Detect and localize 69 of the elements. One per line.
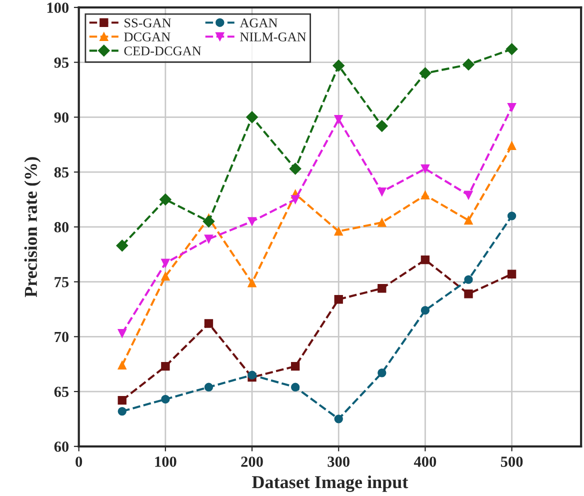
x-tick-label: 100 xyxy=(155,456,176,467)
legend-label: NILM-GAN xyxy=(240,32,306,42)
point xyxy=(290,382,300,392)
point xyxy=(419,67,432,80)
y-tick-label: 90 xyxy=(54,112,69,123)
point xyxy=(507,212,516,220)
legend-label: AGAN xyxy=(240,18,278,28)
point xyxy=(118,329,126,338)
point xyxy=(204,382,214,392)
y-tick-label: 65 xyxy=(54,386,69,397)
point xyxy=(246,111,258,124)
point xyxy=(420,306,430,315)
point xyxy=(334,295,343,304)
point xyxy=(420,190,430,200)
y-tick-label: 70 xyxy=(54,332,69,342)
point xyxy=(420,255,430,264)
point xyxy=(376,120,388,132)
y-tick-label: 85 xyxy=(54,167,69,178)
x-tick-label: 400 xyxy=(414,456,436,467)
point xyxy=(161,272,170,281)
x-tick-label: 300 xyxy=(328,456,350,467)
point xyxy=(161,258,170,268)
point xyxy=(464,275,473,284)
y-tick-label: 95 xyxy=(54,57,69,68)
y-tick-label: 100 xyxy=(47,2,69,13)
x-tick-label: 500 xyxy=(500,456,523,467)
point xyxy=(420,164,430,174)
x-tick-label: 200 xyxy=(241,456,263,467)
point xyxy=(118,360,126,370)
point xyxy=(118,396,126,405)
y-tick-label: 80 xyxy=(54,222,69,232)
point xyxy=(464,190,473,200)
point xyxy=(507,270,516,278)
point xyxy=(378,218,386,227)
point xyxy=(378,368,386,378)
point xyxy=(161,394,170,404)
point xyxy=(118,406,126,416)
legend-label: SS-GAN xyxy=(124,18,172,28)
point xyxy=(202,216,215,228)
legend-label: CED-DCGAN xyxy=(124,46,202,56)
point xyxy=(464,216,473,225)
point xyxy=(462,58,474,70)
point xyxy=(248,278,256,288)
x-tick-label: 0 xyxy=(76,456,82,467)
point xyxy=(161,362,170,371)
point xyxy=(248,217,256,226)
point xyxy=(507,102,516,112)
point xyxy=(507,141,516,150)
legend-label: DCGAN xyxy=(124,32,170,42)
x-axis-title: Dataset Image input xyxy=(252,476,408,492)
point xyxy=(160,194,172,206)
point xyxy=(464,290,473,298)
y-tick-label: 60 xyxy=(54,442,69,452)
y-axis-title: Precision rate (%) xyxy=(24,157,41,298)
point xyxy=(378,187,386,196)
point xyxy=(290,362,300,371)
point xyxy=(290,195,300,204)
point xyxy=(378,284,386,293)
point xyxy=(289,162,302,175)
point xyxy=(334,414,343,424)
point xyxy=(332,60,345,72)
point xyxy=(204,234,214,244)
point xyxy=(334,115,343,124)
point xyxy=(116,240,128,252)
y-tick-label: 75 xyxy=(54,277,69,288)
point xyxy=(204,319,214,328)
point xyxy=(248,370,256,380)
point xyxy=(506,43,518,56)
point xyxy=(334,226,343,236)
